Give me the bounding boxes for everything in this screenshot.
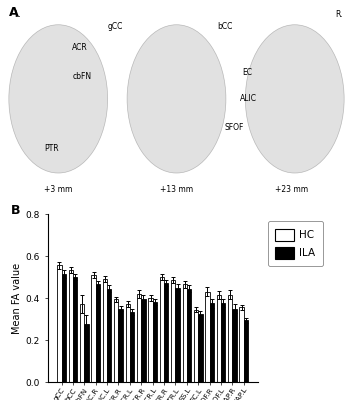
Text: PTR: PTR [44, 144, 59, 153]
Ellipse shape [245, 25, 344, 173]
Bar [228, 295, 232, 382]
Bar [239, 308, 244, 382]
Bar [73, 277, 77, 382]
Y-axis label: Mean FA value: Mean FA value [12, 262, 22, 334]
Text: ACR: ACR [72, 43, 88, 52]
Bar [187, 288, 191, 382]
Bar [160, 277, 164, 382]
Bar [91, 275, 96, 382]
Text: +13 mm: +13 mm [160, 185, 193, 194]
Text: gCC: gCC [108, 22, 123, 31]
Text: EC: EC [242, 68, 252, 77]
Bar [137, 294, 141, 382]
Text: cbFN: cbFN [72, 72, 91, 81]
Bar [96, 284, 100, 382]
Bar [205, 292, 210, 382]
Bar [164, 283, 168, 382]
Text: L.: L. [14, 10, 21, 19]
Bar [84, 324, 89, 382]
Text: +3 mm: +3 mm [44, 185, 72, 194]
Bar [130, 312, 134, 382]
Bar [171, 280, 175, 382]
Bar [103, 279, 107, 382]
Bar [126, 304, 130, 382]
Bar [194, 310, 198, 382]
Bar [61, 274, 66, 382]
Bar [57, 266, 61, 382]
Bar [68, 270, 73, 382]
Bar [244, 320, 248, 382]
Text: A: A [9, 6, 18, 19]
Bar [119, 308, 123, 382]
Bar [152, 302, 157, 382]
Bar [183, 284, 187, 382]
Bar [80, 304, 84, 382]
Bar [232, 308, 237, 382]
Bar [141, 299, 145, 382]
Text: R.: R. [335, 10, 343, 19]
Bar [175, 288, 180, 382]
Legend: HC, ILA: HC, ILA [268, 221, 323, 266]
Text: bCC: bCC [217, 22, 233, 31]
Text: +23 mm: +23 mm [275, 185, 308, 194]
Ellipse shape [127, 25, 226, 173]
Bar [198, 314, 203, 382]
Text: B: B [11, 204, 20, 217]
Bar [114, 299, 119, 382]
Text: ALIC: ALIC [240, 94, 257, 103]
Bar [217, 295, 221, 382]
Ellipse shape [9, 25, 108, 173]
Bar [107, 288, 112, 382]
Bar [148, 298, 153, 382]
Bar [210, 303, 214, 382]
Bar [221, 303, 225, 382]
Text: SFOF: SFOF [224, 123, 244, 132]
